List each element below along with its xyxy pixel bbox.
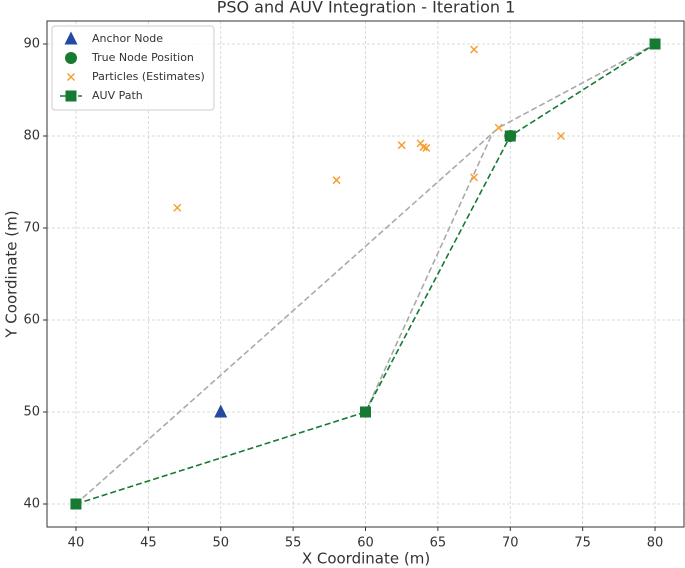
legend-label: Anchor Node <box>92 32 163 45</box>
x-tick-label: 40 <box>68 536 85 551</box>
y-tick-label: 80 <box>23 129 40 144</box>
x-tick-label: 65 <box>430 536 447 551</box>
legend-box <box>51 25 215 111</box>
x-tick-label: 75 <box>574 536 591 551</box>
x-tick-label: 70 <box>502 536 519 551</box>
plot-frame <box>46 20 685 528</box>
marker <box>470 45 479 54</box>
marker <box>173 203 182 212</box>
legend-marker <box>64 31 78 45</box>
marker <box>470 173 479 182</box>
x-tick-label: 55 <box>285 536 302 551</box>
marker <box>397 141 406 150</box>
series-line <box>75 43 656 505</box>
legend-label: True Node Position <box>91 51 194 64</box>
chart-title: PSO and AUV Integration - Iteration 1 <box>217 0 516 17</box>
x-tick-label: 45 <box>140 536 157 551</box>
legend-marker <box>65 90 77 102</box>
y-tick-label: 60 <box>23 313 40 328</box>
y-tick-label: 40 <box>23 497 40 512</box>
marker <box>494 123 503 132</box>
legend-marker <box>65 52 77 64</box>
marker <box>504 130 516 142</box>
marker <box>422 143 431 152</box>
y-tick-label: 50 <box>23 405 40 420</box>
y-axis-title: Y Coordinate (m) <box>3 210 21 338</box>
legend-label: AUV Path <box>92 89 143 102</box>
legend: Anchor Node True Node Position Particles (… <box>51 25 215 111</box>
marker <box>556 131 565 141</box>
legend-marker <box>66 72 76 82</box>
y-tick-label: 70 <box>23 221 40 236</box>
x-tick-label: 80 <box>647 536 664 551</box>
x-tick-label: 50 <box>212 536 229 551</box>
marker <box>332 176 341 185</box>
marker <box>214 404 228 418</box>
marker <box>360 406 371 418</box>
x-tick-label: 60 <box>357 536 374 551</box>
marker <box>70 498 82 510</box>
legend-label: Particles (Estimates) <box>92 70 205 83</box>
y-tick-label: 90 <box>23 37 40 52</box>
x-axis-title: X Coordinate (m) <box>302 550 430 568</box>
marker <box>649 38 661 50</box>
